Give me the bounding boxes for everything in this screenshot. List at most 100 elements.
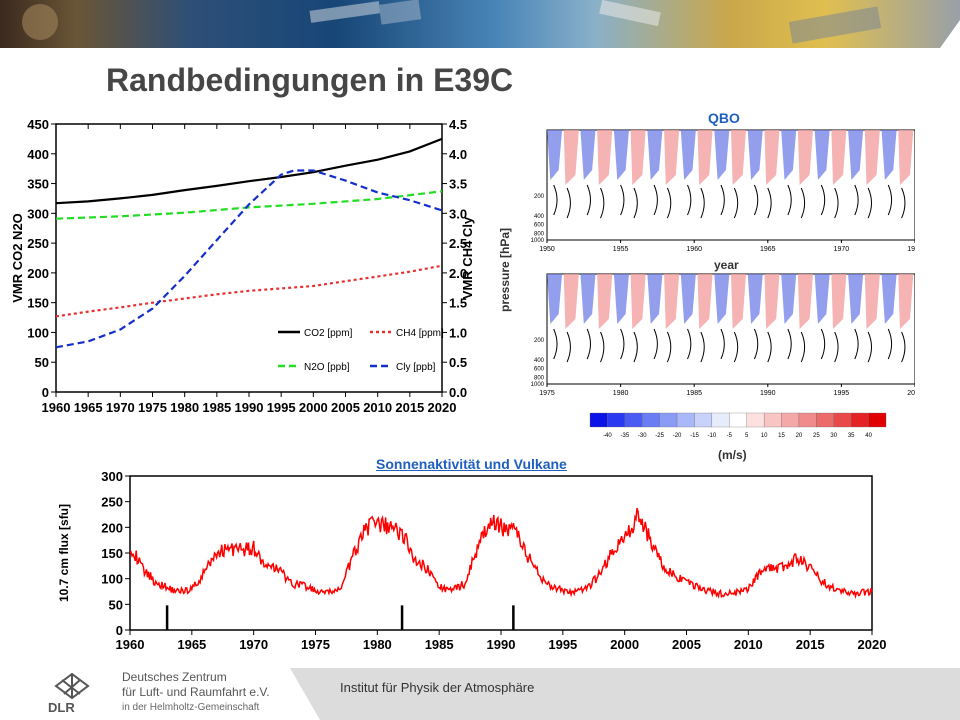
colorbar-swatch [589,412,608,428]
qbo-contour [787,184,806,219]
qbo-y-tick-label: 400 [534,214,545,220]
qbo-westerly-region [898,274,914,329]
qbo-contour [854,328,873,363]
y-tick-label-right: 0.0 [449,385,467,400]
solar-x-tick-label: 2000 [610,637,639,652]
qbo-westerly-region [797,274,813,329]
qbo-contour [687,328,705,363]
qbo-contour [553,184,571,219]
x-tick-label: 2000 [299,400,328,415]
solar-y-tick-label: 100 [101,572,123,587]
solar-x-tick-label: 1960 [116,637,145,652]
qbo-x-tick-label: 1950 [539,246,555,253]
x-tick-label: 1970 [106,400,135,415]
y-tick-label-right: 1.0 [449,325,467,340]
qbo-westerly-region [630,274,646,329]
y-tick-label-left: 50 [35,355,49,370]
footer-cut [280,668,320,720]
solar-x-tick-label: 2015 [796,637,825,652]
series-line [55,190,443,220]
x-tick-label: 1980 [170,400,199,415]
y-tick-label-right: 2.5 [449,236,467,251]
legend-label: CH4 [ppm] [396,328,444,339]
qbo-x-tick-label: 1975 [539,390,555,397]
qbo-contour [553,328,571,363]
qbo-westerly-region [597,130,613,185]
qbo-contour [820,184,839,219]
solar-x-tick-label: 1985 [425,637,454,652]
legend-label: N2O [ppb] [304,362,350,373]
qbo-easterly-region [881,274,897,324]
colorbar-swatch [833,412,852,428]
qbo-easterly-region [547,130,563,180]
y-tick-label-right: 1.5 [449,296,467,311]
qbo-contour [586,328,605,363]
colorbar-tick-label: 35 [848,433,855,439]
org-line1: Deutsches Zentrum [122,670,227,684]
qbo-contour [653,184,672,219]
qbo-y-tick-label: 1000 [531,238,545,244]
x-tick-label: 2005 [331,400,360,415]
y-tick-label-right: 0.5 [449,355,467,370]
y-axis-label-left: VMR CO2 N2O [10,213,25,303]
qbo-westerly-region [563,130,579,185]
qbo-easterly-region [647,130,663,180]
colorbar-swatch [868,412,887,428]
colorbar-swatch [676,412,695,428]
x-tick-label: 2015 [395,400,424,415]
qbo-easterly-region [881,130,897,180]
x-tick-label: 1990 [235,400,264,415]
colorbar-swatch [607,412,625,428]
y-tick-label-left: 0 [42,385,49,400]
qbo-easterly-region [714,130,730,180]
solar-title: Sonnenaktivität und Vulkane [376,456,567,472]
qbo-westerly-region [764,130,780,185]
y-axis-label-right: VMR CH4 Cly [460,216,475,299]
x-tick-label: 1960 [42,400,71,415]
qbo-westerly-region [731,274,747,329]
solar-flux-line [129,507,873,600]
qbo-contour [620,184,638,219]
banner-satellite-graphic [22,0,882,44]
colorbar-tick-label: -30 [638,433,647,439]
qbo-contour [586,184,605,219]
qbo-y-tick-label: 800 [534,231,545,237]
qbo-westerly-region [831,130,847,185]
qbo-x-tick-label: 1965 [760,246,776,253]
qbo-contour [753,328,772,363]
solar-y-tick-label: 300 [101,469,123,484]
qbo-westerly-region [597,274,613,329]
y-tick-label-right: 4.5 [449,117,467,132]
qbo-x-tick-label: 1975 [907,246,915,253]
qbo-easterly-region [580,130,596,180]
qbo-easterly-region [814,274,830,324]
qbo-contour [620,328,638,363]
colorbar-tick-label: 5 [745,433,749,439]
colorbar-tick-label: -40 [603,433,612,439]
colorbar-tick-label: 15 [778,433,785,439]
org-line2: für Luft- und Raumfahrt e.V. [122,685,270,699]
footer-bar [290,668,960,720]
y-tick-label-left: 200 [27,266,49,281]
qbo-easterly-region [848,274,864,324]
qbo-y-tick-label: 1000 [531,382,545,388]
qbo-easterly-region [647,274,663,324]
qbo-title: QBO [708,110,740,126]
dlr-logo: DLR [48,672,90,715]
x-tick-label: 2020 [428,400,457,415]
colorbar-tick-label: -15 [690,433,699,439]
series-line [55,264,443,318]
x-tick-label: 1985 [202,400,231,415]
trace-gas-chart: 1960 1965 1970 1975 1980 1985 1990 1995 2000 2005… [10,117,475,415]
org-line3: in der Helmholtz-Gemeinschaft [122,702,260,713]
qbo-contour [787,328,806,363]
y-tick-label-left: 100 [27,325,49,340]
series-line [55,169,443,349]
qbo-y-tick-label: 600 [534,223,545,229]
qbo-westerly-region [630,130,646,185]
y-tick-label-left: 150 [27,296,49,311]
solar-y-tick-label: 50 [109,597,123,612]
qbo-contour [887,328,906,363]
qbo-x-tick-label: 1955 [613,246,629,253]
colorbar-swatch [746,412,765,428]
